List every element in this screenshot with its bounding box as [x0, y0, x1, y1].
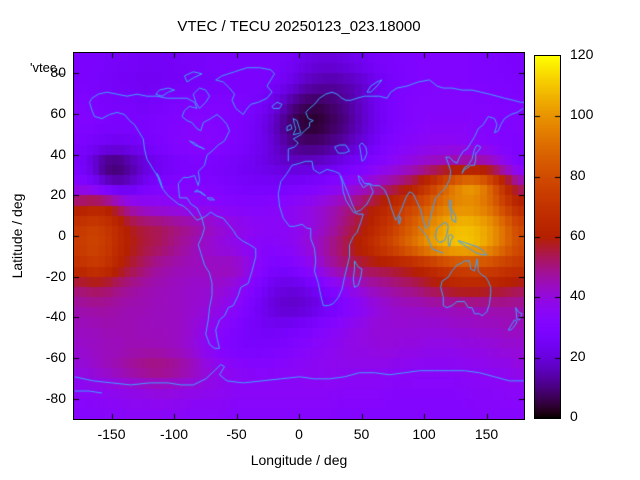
- colorbar-tick-label: 120: [570, 46, 594, 62]
- colorbar-canvas: [535, 56, 560, 418]
- x-tick-label: -150: [97, 426, 126, 442]
- chart-title: VTEC / TECU 20250123_023.18000: [177, 18, 421, 35]
- x-tick-label: 100: [412, 426, 436, 442]
- colorbar-tick-label: 100: [570, 106, 594, 123]
- colorbar-tick-label: 40: [570, 287, 586, 304]
- x-tick-label: 50: [353, 426, 370, 442]
- x-axis-label: Longitude / deg: [250, 452, 348, 468]
- colorbar-tick-label: 0: [570, 408, 578, 424]
- x-tick-label: -100: [159, 426, 189, 442]
- y-tick-label: -40: [45, 308, 66, 325]
- y-tick-label: -20: [45, 267, 66, 284]
- colorbar-tick-label: 60: [570, 227, 586, 243]
- colorbar-tick-label: 80: [570, 166, 586, 183]
- colorbar: [534, 55, 561, 419]
- key-label: 'vtec_: [30, 60, 64, 75]
- colorbar-tick-label: 20: [570, 347, 586, 364]
- plot-area: [73, 52, 525, 420]
- y-tick-label: 20: [50, 186, 66, 203]
- x-tick-label: 0: [295, 426, 303, 442]
- heatmap-canvas: [74, 53, 524, 419]
- y-tick-label: -80: [45, 389, 66, 406]
- y-tick-label: 40: [50, 145, 66, 162]
- y-tick-label: 60: [50, 105, 66, 121]
- y-tick-label: 80: [50, 64, 66, 81]
- x-tick-label: 150: [474, 426, 499, 442]
- x-tick-label: -50: [226, 426, 247, 442]
- y-tick-label: 0: [58, 227, 66, 243]
- y-tick-label: -60: [45, 349, 66, 365]
